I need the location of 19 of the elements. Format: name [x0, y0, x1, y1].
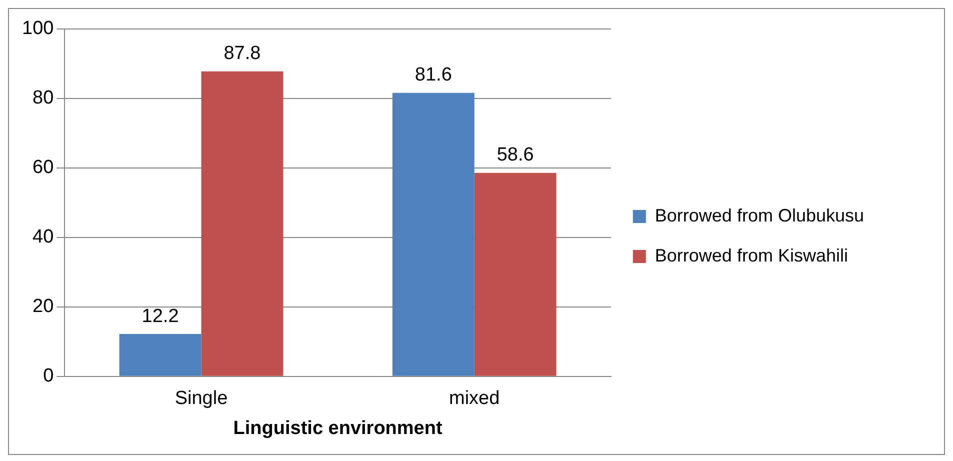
data-label: 87.8	[224, 43, 261, 64]
y-tick-label: 80	[32, 88, 54, 109]
y-tick-label: 100	[22, 18, 54, 40]
legend-label: Borrowed from Olubukusu	[654, 205, 864, 226]
data-label: 58.6	[496, 144, 534, 166]
x-tick-label: mixed	[449, 388, 500, 410]
data-label: 12.2	[142, 306, 179, 327]
bar	[201, 71, 284, 376]
y-tick-label: 40	[32, 226, 54, 248]
legend-label: Borrowed from Kiswahili	[654, 245, 848, 266]
bar	[392, 92, 474, 376]
x-axis-title: Linguistic environment	[233, 418, 443, 439]
y-tick-label: 60	[32, 157, 54, 178]
x-tick-label: Single	[174, 388, 228, 410]
y-tick-label: 20	[32, 296, 54, 318]
bar	[474, 172, 556, 376]
data-label: 81.6	[414, 64, 452, 86]
bar	[119, 334, 202, 376]
y-tick-label: 0	[43, 366, 54, 387]
